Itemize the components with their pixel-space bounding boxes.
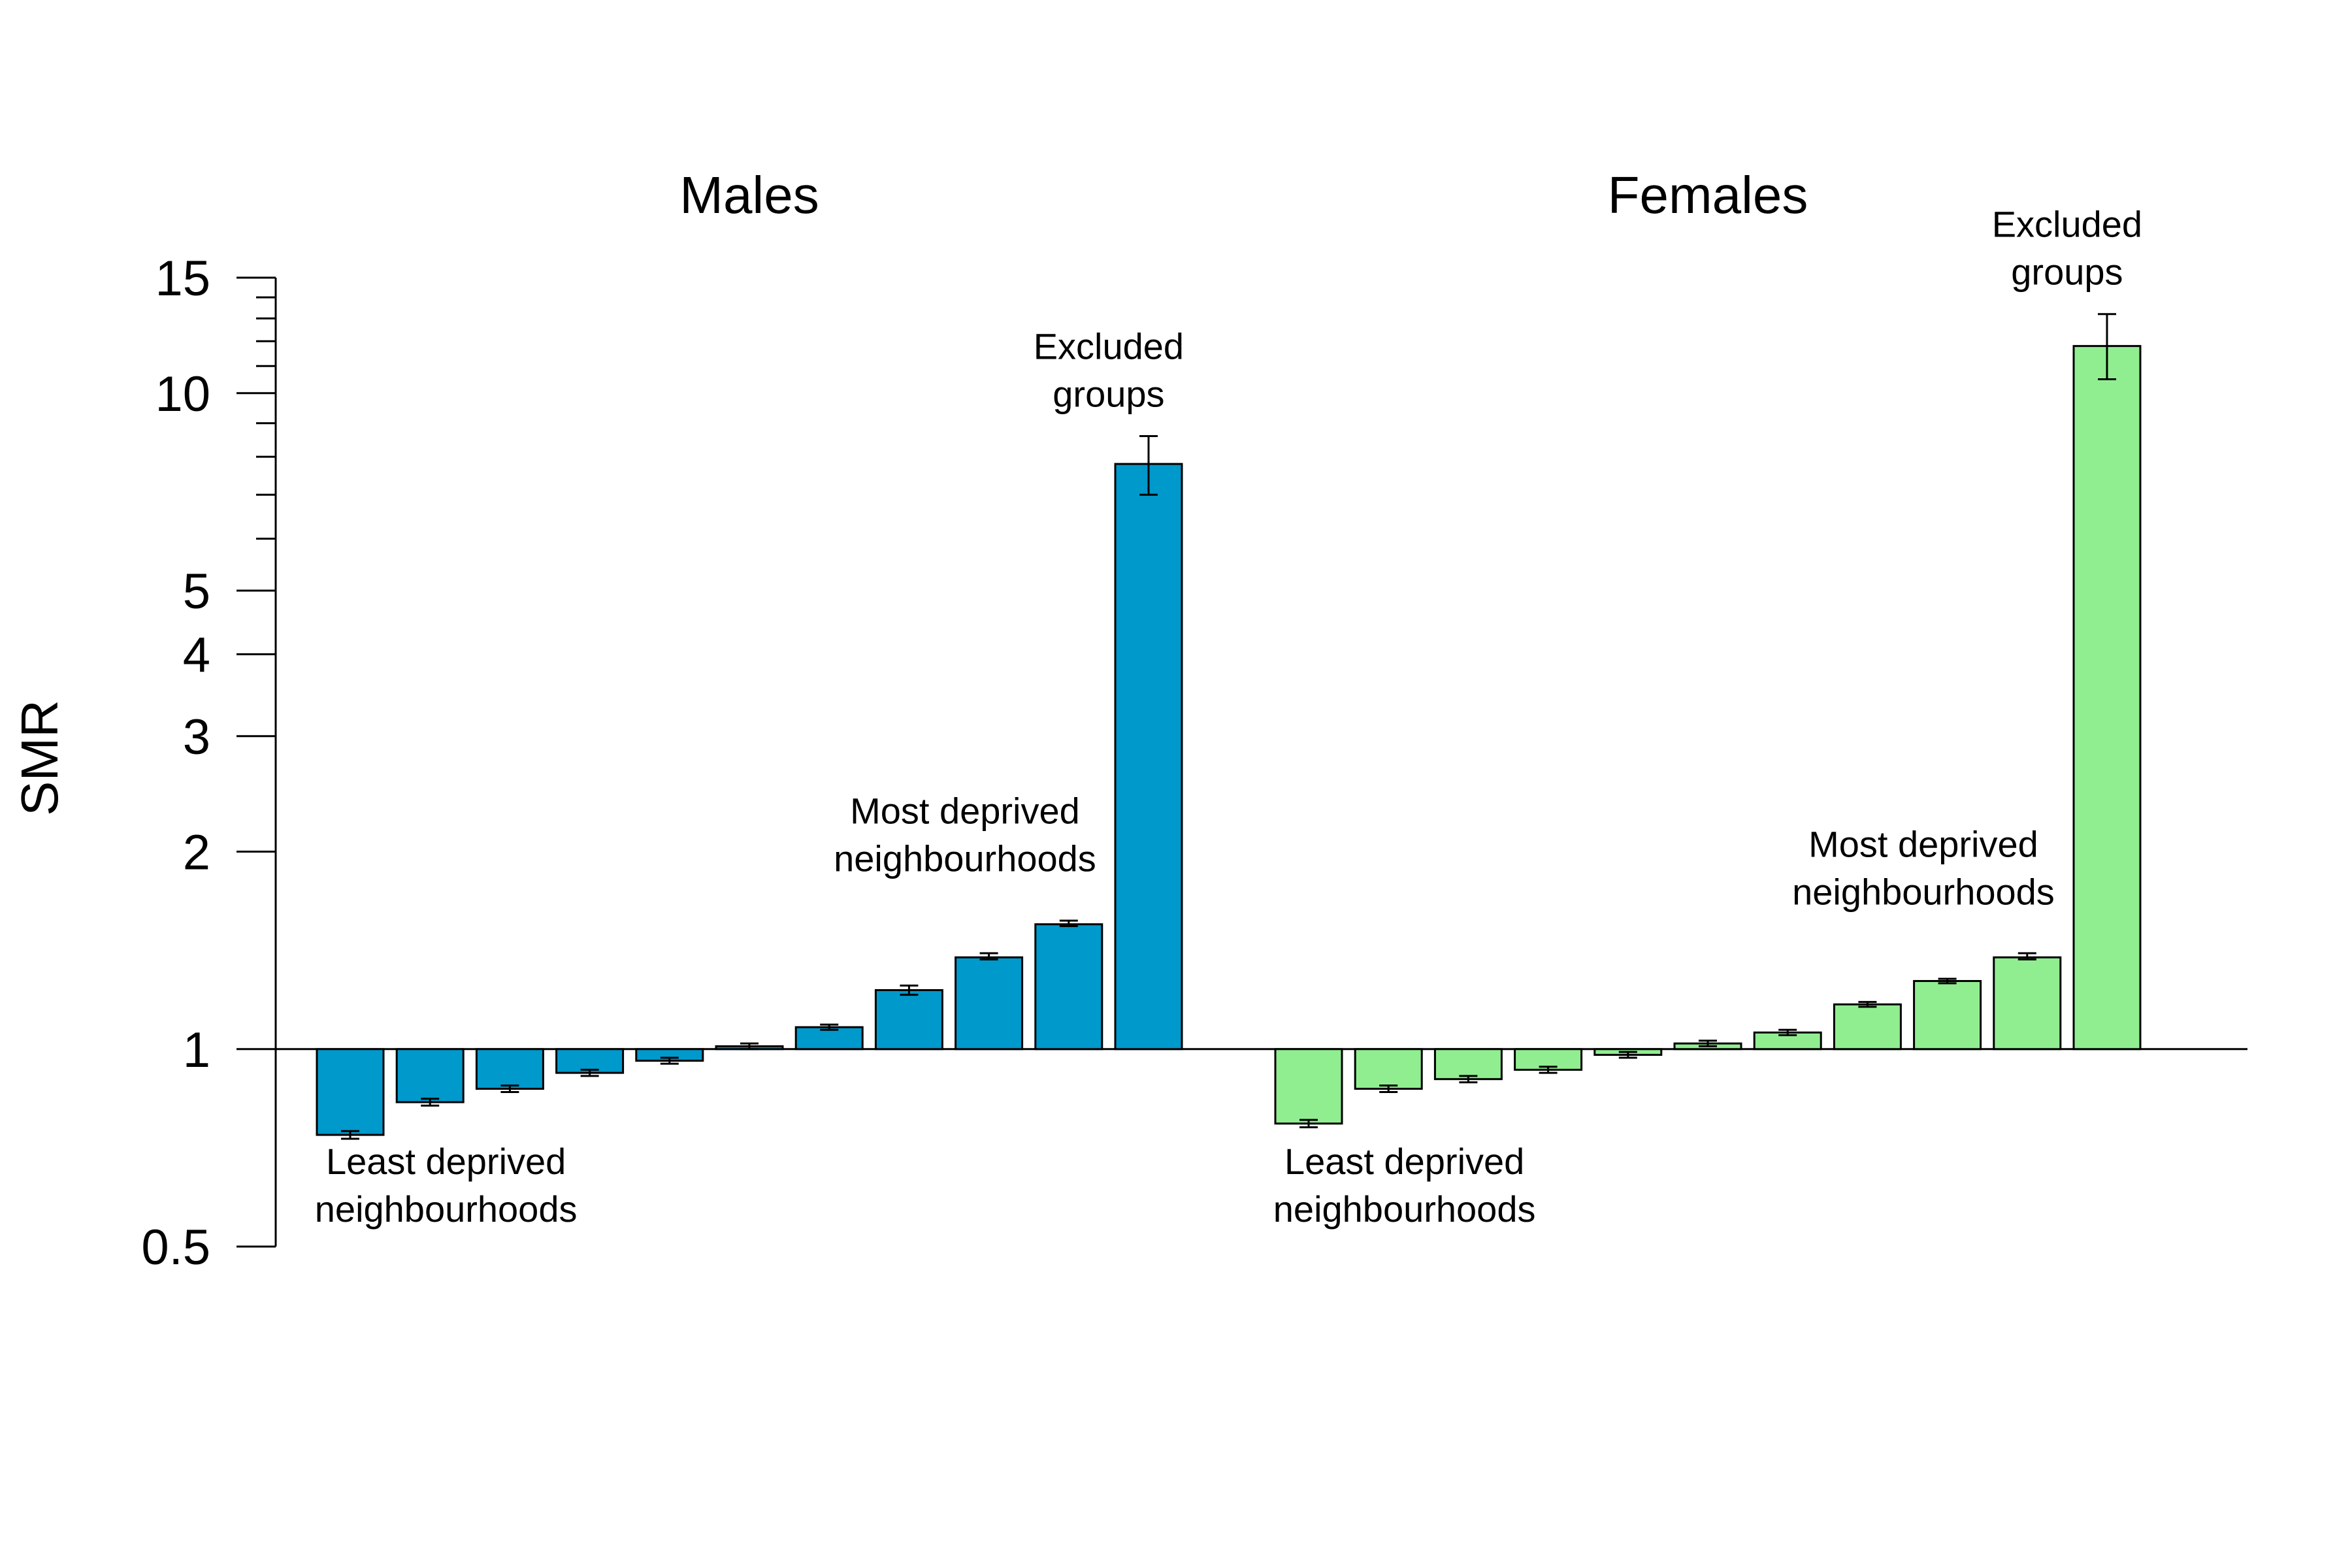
error-bar xyxy=(580,1068,599,1077)
y-tick-label: 4 xyxy=(183,627,210,683)
y-axis: 0.5 1 2 3 4 5 10 15 xyxy=(141,251,277,1275)
y-tick-label: 15 xyxy=(155,251,210,306)
annotation-line: Most deprived xyxy=(850,791,1080,832)
error-bar xyxy=(1938,977,1957,985)
annotation-line: Least deprived xyxy=(1284,1141,1524,1182)
y-tick-label: 2 xyxy=(183,825,210,881)
annotation-line: groups xyxy=(2011,252,2123,293)
y-tick-label: 10 xyxy=(155,367,210,422)
error-bar xyxy=(740,1042,759,1051)
annotation-above-last: Excluded groups xyxy=(1034,326,1184,415)
annotation-below-first: Least deprived neighbourhoods xyxy=(315,1141,578,1230)
annotation-above-tenth: Most deprived neighbourhoods xyxy=(834,791,1096,879)
bar xyxy=(475,1048,544,1090)
error-bar xyxy=(1699,1039,1717,1047)
annotation-line: neighbourhoods xyxy=(315,1188,578,1230)
panel-title: Males xyxy=(679,166,819,224)
error-bar xyxy=(421,1098,440,1107)
annotation-line: neighbourhoods xyxy=(834,838,1096,879)
bar xyxy=(395,1048,465,1103)
bar xyxy=(1274,1048,1343,1125)
error-bar xyxy=(2098,313,2116,381)
annotation-above-last: Excluded groups xyxy=(1992,204,2142,293)
error-bar xyxy=(500,1085,519,1094)
error-bar xyxy=(1299,1119,1318,1128)
error-bar xyxy=(1059,919,1078,928)
annotation-line: Excluded xyxy=(1034,326,1184,367)
bar xyxy=(874,989,943,1051)
bar xyxy=(1993,956,2062,1051)
error-bar xyxy=(900,984,919,996)
annotation-line: groups xyxy=(1053,374,1164,415)
annotation-above-tenth: Most deprived neighbourhoods xyxy=(1792,823,2055,912)
error-bar xyxy=(2017,952,2036,961)
error-bar xyxy=(1858,1001,1877,1008)
annotation-line: Excluded xyxy=(1992,204,2142,245)
bar xyxy=(1833,1003,1902,1051)
error-bar xyxy=(1778,1028,1797,1036)
bar xyxy=(316,1048,385,1136)
y-axis-title: SMR xyxy=(10,700,69,816)
bar xyxy=(1354,1048,1423,1090)
error-bar xyxy=(1139,435,1158,496)
y-tick-label: 1 xyxy=(183,1022,210,1078)
bar xyxy=(794,1026,864,1051)
error-bar xyxy=(660,1056,679,1065)
bar xyxy=(2072,345,2142,1051)
panel-title: Females xyxy=(1608,166,1808,224)
bar xyxy=(955,956,1024,1051)
error-bar xyxy=(1618,1051,1637,1059)
y-tick-label: 3 xyxy=(183,710,210,765)
error-bar xyxy=(341,1130,359,1140)
annotation-line: neighbourhoods xyxy=(1792,871,2055,912)
bar xyxy=(1913,980,1982,1051)
bar xyxy=(1114,463,1183,1051)
annotation-line: Most deprived xyxy=(1808,823,2038,864)
error-bar xyxy=(1539,1066,1558,1074)
error-bar xyxy=(979,952,998,961)
error-bar xyxy=(820,1023,839,1031)
annotation-line: neighbourhoods xyxy=(1273,1188,1536,1230)
bar xyxy=(1433,1048,1503,1081)
bar xyxy=(1034,923,1103,1051)
y-tick-label: 5 xyxy=(183,564,210,619)
error-bar xyxy=(1459,1075,1478,1084)
annotation-line: Least deprived xyxy=(326,1141,566,1182)
annotation-below-first: Least deprived neighbourhoods xyxy=(1273,1141,1536,1230)
error-bar xyxy=(1379,1085,1398,1094)
y-tick-label: 0.5 xyxy=(141,1220,210,1275)
